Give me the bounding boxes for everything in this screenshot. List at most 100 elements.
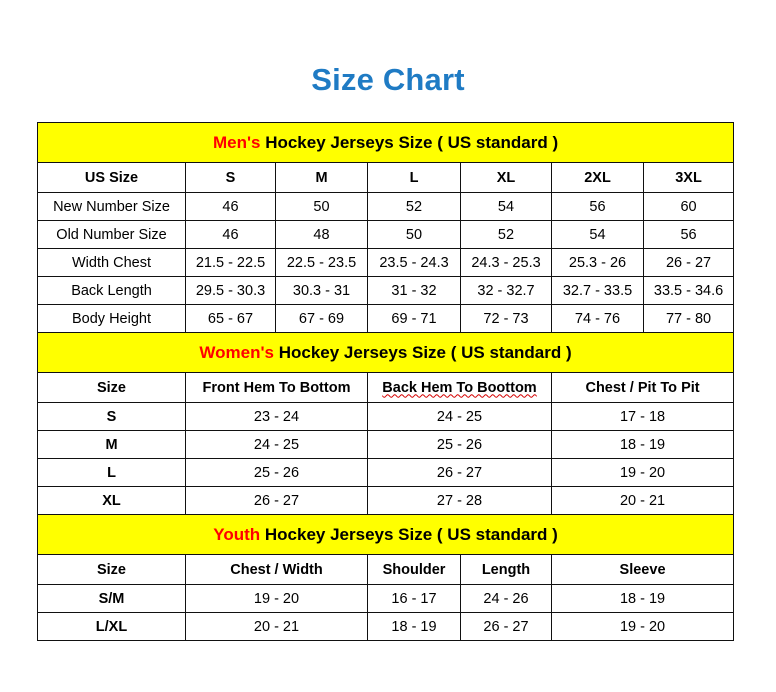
youth-header-size: Size — [37, 554, 186, 585]
mens-header-row: US Size S M L XL 2XL 3XL — [37, 162, 735, 193]
womens-header-front-hem-to-bottom: Front Hem To Bottom — [185, 372, 368, 403]
mens-cell: 67 - 69 — [275, 304, 368, 333]
page-title: Size Chart — [311, 62, 465, 97]
table-row: New Number Size 46 50 52 54 56 60 — [37, 192, 735, 221]
mens-cell: 72 - 73 — [460, 304, 552, 333]
mens-header-s: S — [185, 162, 276, 193]
table-row: M 24 - 25 25 - 26 18 - 19 — [37, 430, 735, 459]
mens-cell: 56 — [642, 220, 735, 249]
table-row: S/M 19 - 20 16 - 17 24 - 26 18 - 19 — [37, 584, 735, 613]
mens-cell: 52 — [367, 192, 461, 221]
mens-row-label-body-height: Body Height — [37, 304, 186, 333]
womens-band-row: Women's Hockey Jerseys Size ( US standar… — [36, 332, 735, 373]
mens-cell: 54 — [551, 220, 644, 249]
youth-row-label-sm: S/M — [37, 584, 186, 613]
mens-row-label-width-chest: Width Chest — [37, 248, 186, 277]
mens-header-xl: XL — [460, 162, 552, 193]
mens-cell: 46 — [185, 192, 276, 221]
table-row: L 25 - 26 26 - 27 19 - 20 — [37, 458, 735, 487]
youth-cell: 20 - 21 — [185, 612, 368, 641]
youth-band-row: Youth Hockey Jerseys Size ( US standard … — [36, 514, 735, 555]
mens-cell: 77 - 80 — [642, 304, 735, 333]
mens-cell: 25.3 - 26 — [551, 248, 644, 277]
womens-cell: 17 - 18 — [550, 402, 735, 431]
womens-row-label-m: M — [37, 430, 186, 459]
mens-cell: 60 — [642, 192, 735, 221]
youth-cell: 24 - 26 — [460, 584, 552, 613]
mens-band-row: Men's Hockey Jerseys Size ( US standard … — [36, 122, 735, 163]
womens-header-back-hem-text: Back Hem To Boottom — [382, 379, 537, 396]
mens-cell: 23.5 - 24.3 — [367, 248, 461, 277]
womens-section-banner: Women's Hockey Jerseys Size ( US standar… — [36, 332, 735, 373]
womens-row-label-l: L — [37, 458, 186, 487]
mens-cell: 32 - 32.7 — [460, 276, 552, 305]
youth-section-banner: Youth Hockey Jerseys Size ( US standard … — [36, 514, 735, 555]
mens-row-label-old-number-size: Old Number Size — [37, 220, 186, 249]
table-row: Old Number Size 46 48 50 52 54 56 — [37, 220, 735, 249]
mens-header-m: M — [275, 162, 368, 193]
womens-cell: 23 - 24 — [185, 402, 368, 431]
mens-cell: 50 — [367, 220, 461, 249]
table-row: Width Chest 21.5 - 22.5 22.5 - 23.5 23.5… — [37, 248, 735, 277]
table-row: Back Length 29.5 - 30.3 30.3 - 31 31 - 3… — [37, 276, 735, 305]
mens-cell: 65 - 67 — [185, 304, 276, 333]
mens-header-3xl: 3XL — [642, 162, 735, 193]
womens-cell: 19 - 20 — [550, 458, 735, 487]
mens-cell: 24.3 - 25.3 — [460, 248, 552, 277]
mens-cell: 30.3 - 31 — [275, 276, 368, 305]
womens-row-label-s: S — [37, 402, 186, 431]
mens-cell: 54 — [460, 192, 552, 221]
womens-banner-accent: Women's — [199, 342, 274, 362]
table-row: S 23 - 24 24 - 25 17 - 18 — [37, 402, 735, 431]
womens-row-label-xl: XL — [37, 486, 186, 515]
youth-banner-rest: Hockey Jerseys Size ( US standard ) — [260, 524, 558, 544]
size-chart-table: Men's Hockey Jerseys Size ( US standard … — [36, 122, 735, 641]
youth-cell: 18 - 19 — [367, 612, 461, 641]
mens-row-label-new-number-size: New Number Size — [37, 192, 186, 221]
youth-header-row: Size Chest / Width Shoulder Length Sleev… — [37, 554, 735, 585]
mens-cell: 33.5 - 34.6 — [642, 276, 735, 305]
mens-cell: 22.5 - 23.5 — [275, 248, 368, 277]
mens-cell: 52 — [460, 220, 552, 249]
youth-cell: 26 - 27 — [460, 612, 552, 641]
womens-header-size: Size — [37, 372, 186, 403]
mens-cell: 46 — [185, 220, 276, 249]
mens-banner-accent: Men's — [212, 132, 261, 152]
womens-cell: 24 - 25 — [367, 402, 552, 431]
youth-cell: 19 - 20 — [550, 612, 735, 641]
womens-header-chest-pit-to-pit: Chest / Pit To Pit — [550, 372, 735, 403]
mens-row-label-back-length: Back Length — [37, 276, 186, 305]
womens-banner-rest: Hockey Jerseys Size ( US standard ) — [274, 342, 572, 362]
womens-cell: 25 - 26 — [367, 430, 552, 459]
mens-banner-rest: Hockey Jerseys Size ( US standard ) — [260, 132, 559, 152]
mens-header-2xl: 2XL — [551, 162, 644, 193]
youth-header-sleeve: Sleeve — [550, 554, 735, 585]
womens-cell: 26 - 27 — [185, 486, 368, 515]
mens-cell: 21.5 - 22.5 — [185, 248, 276, 277]
womens-cell: 18 - 19 — [550, 430, 735, 459]
womens-cell: 27 - 28 — [367, 486, 552, 515]
mens-cell: 50 — [275, 192, 368, 221]
mens-cell: 32.7 - 33.5 — [551, 276, 644, 305]
mens-header-l: L — [367, 162, 461, 193]
mens-cell: 26 - 27 — [642, 248, 735, 277]
mens-cell: 74 - 76 — [551, 304, 644, 333]
table-row: L/XL 20 - 21 18 - 19 26 - 27 19 - 20 — [37, 612, 735, 641]
youth-header-chest-width: Chest / Width — [185, 554, 368, 585]
mens-section-banner: Men's Hockey Jerseys Size ( US standard … — [36, 122, 735, 163]
mens-cell: 69 - 71 — [367, 304, 461, 333]
womens-cell: 26 - 27 — [367, 458, 552, 487]
womens-header-row: Size Front Hem To Bottom Back Hem To Boo… — [37, 372, 735, 403]
womens-header-back-hem-to-boottom: Back Hem To Boottom — [367, 372, 552, 403]
mens-header-us-size: US Size — [37, 162, 186, 193]
womens-cell: 20 - 21 — [550, 486, 735, 515]
womens-cell: 25 - 26 — [185, 458, 368, 487]
table-row: Body Height 65 - 67 67 - 69 69 - 71 72 -… — [37, 304, 735, 333]
mens-cell: 56 — [551, 192, 644, 221]
mens-cell: 29.5 - 30.3 — [185, 276, 276, 305]
mens-cell: 31 - 32 — [367, 276, 461, 305]
table-row: XL 26 - 27 27 - 28 20 - 21 — [37, 486, 735, 515]
youth-row-label-lxl: L/XL — [37, 612, 186, 641]
youth-cell: 16 - 17 — [367, 584, 461, 613]
